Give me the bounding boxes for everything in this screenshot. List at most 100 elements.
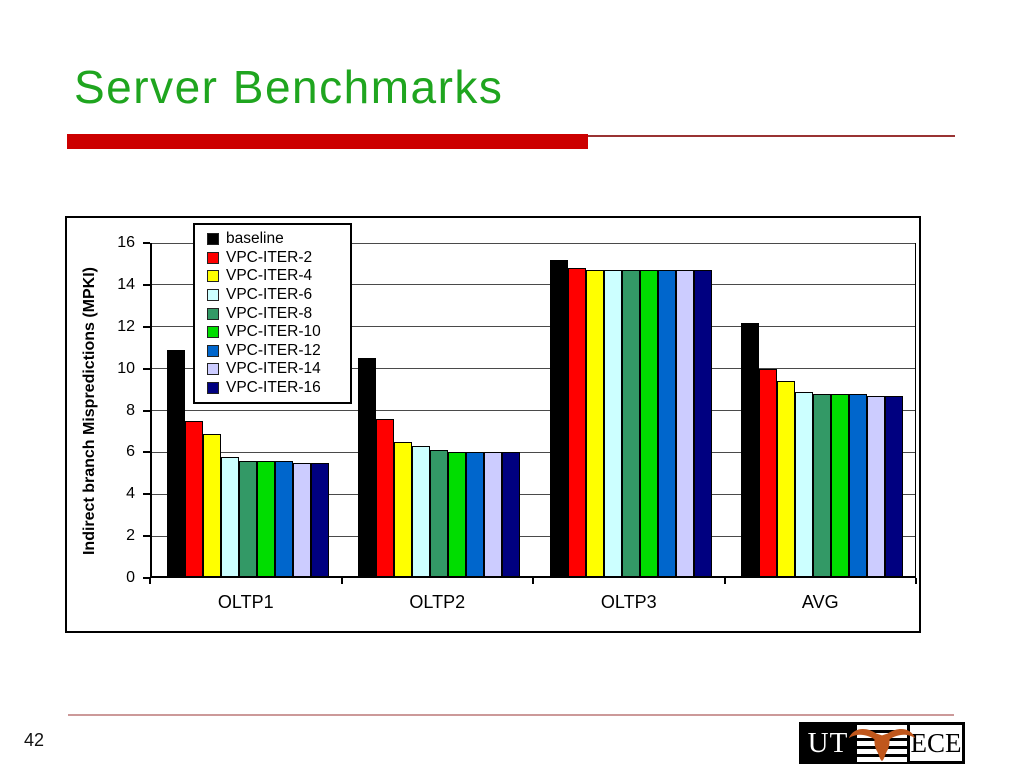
legend-label-baseline: baseline [226,230,284,248]
y-tick-2 [143,535,150,538]
gridline-10 [152,368,915,370]
logo-ut-text: UT [799,722,857,764]
bar-VPC-ITER-6-AVG [795,391,814,576]
y-tick-4 [143,493,150,496]
legend-item-VPC-ITER-4: VPC-ITER-4 [207,267,346,286]
gridline-2 [152,535,915,537]
bar-VPC-ITER-14-OLTP1 [292,462,311,576]
legend-label-VPC-ITER-8: VPC-ITER-8 [226,304,313,322]
y-tick-label-8: 8 [126,401,135,419]
y-tick-16 [143,242,150,244]
gridline-6 [152,451,915,453]
y-tick-label-4: 4 [126,485,135,503]
legend-label-VPC-ITER-10: VPC-ITER-10 [226,323,321,341]
bar-VPC-ITER-12-AVG [849,393,868,576]
bar-VPC-ITER-16-AVG [885,395,904,576]
ut-ece-logo: UT ECE [799,722,965,764]
bar-VPC-ITER-6-OLTP1 [220,456,239,576]
legend-swatch-baseline [207,233,219,246]
title-underline-bar [67,134,588,149]
bar-VPC-ITER-2-AVG [759,368,778,576]
bar-VPC-ITER-12-OLTP2 [466,452,485,576]
bar-VPC-ITER-10-OLTP2 [448,452,467,576]
title-underline-line [588,135,955,137]
bar-VPC-ITER-8-OLTP2 [430,450,449,576]
logo-stripes [848,722,916,764]
legend-item-VPC-ITER-6: VPC-ITER-6 [207,286,346,305]
slide-title: Server Benchmarks [74,61,504,113]
legend-swatch-VPC-ITER-8 [207,307,219,320]
bar-baseline-OLTP2 [358,358,377,576]
gridline-8 [152,410,915,411]
y-tick-label-0: 0 [126,569,135,586]
bar-VPC-ITER-16-OLTP2 [502,452,521,576]
gridline-16 [152,242,915,244]
bar-VPC-ITER-6-OLTP2 [412,446,431,576]
legend-item-VPC-ITER-16: VPC-ITER-16 [207,379,346,398]
bar-VPC-ITER-8-OLTP3 [621,270,640,576]
bar-VPC-ITER-14-OLTP3 [675,270,694,576]
x-axis-tick [723,578,726,584]
bar-VPC-ITER-4-AVG [777,381,796,576]
y-tick-10 [143,367,150,370]
bar-VPC-ITER-4-OLTP3 [585,270,604,576]
legend-item-VPC-ITER-8: VPC-ITER-8 [207,304,346,323]
y-tick-12 [143,325,150,328]
legend-label-VPC-ITER-16: VPC-ITER-16 [226,379,321,397]
legend-label-VPC-ITER-2: VPC-ITER-2 [226,248,313,266]
x-axis-tick [532,578,534,584]
y-tick-8 [143,409,150,412]
bar-VPC-ITER-8-OLTP1 [238,460,257,576]
bar-VPC-ITER-2-OLTP3 [567,268,586,576]
bar-baseline-OLTP3 [549,259,568,576]
legend-item-VPC-ITER-12: VPC-ITER-12 [207,342,346,361]
y-tick-label-12: 12 [117,317,135,335]
y-tick-0 [143,577,150,579]
gridline-12 [152,326,915,328]
x-axis-tick [915,578,917,584]
page-number: 42 [24,730,45,750]
legend-swatch-VPC-ITER-4 [207,270,219,283]
footer-divider-line [68,714,954,716]
bar-VPC-ITER-16-OLTP1 [310,462,329,576]
y-tick-label-10: 10 [117,359,135,377]
bar-VPC-ITER-10-AVG [831,393,850,576]
y-tick-label-14: 14 [117,275,135,293]
legend-item-baseline: baseline [207,230,346,249]
legend-swatch-VPC-ITER-2 [207,251,219,264]
gridline-4 [152,493,915,495]
bar-baseline-OLTP1 [166,349,185,576]
legend-label-VPC-ITER-6: VPC-ITER-6 [226,286,313,304]
legend-swatch-VPC-ITER-10 [207,326,219,339]
legend-label-VPC-ITER-12: VPC-ITER-12 [226,341,321,359]
bar-VPC-ITER-6-OLTP3 [603,270,622,576]
bar-VPC-ITER-14-OLTP2 [484,452,503,576]
bar-VPC-ITER-10-OLTP3 [639,270,658,576]
legend-swatch-VPC-ITER-14 [207,363,219,376]
x-axis-label-OLTP3: OLTP3 [600,592,657,612]
x-axis-tick [149,578,151,584]
longhorn-icon [848,728,916,762]
legend-item-VPC-ITER-14: VPC-ITER-14 [207,360,346,379]
logo-ece-text: ECE [907,722,965,764]
bar-baseline-AVG [741,322,760,576]
bar-VPC-ITER-4-OLTP1 [202,433,221,576]
y-tick-label-16: 16 [117,234,135,251]
legend-item-VPC-ITER-10: VPC-ITER-10 [207,323,346,342]
chart-legend: baseline VPC-ITER-2 VPC-ITER-4 VPC-ITER-6 VP… [193,223,352,405]
y-tick-label-2: 2 [126,527,135,545]
legend-item-VPC-ITER-2: VPC-ITER-2 [207,249,346,268]
x-axis-label-OLTP1: OLTP1 [217,592,274,612]
bar-VPC-ITER-2-OLTP1 [184,421,203,576]
bar-VPC-ITER-14-AVG [867,395,886,576]
bar-VPC-ITER-16-OLTP3 [693,270,712,576]
x-axis-tick [340,578,343,584]
x-axis-label-AVG: AVG [801,592,839,612]
legend-swatch-VPC-ITER-12 [207,344,219,357]
legend-swatch-VPC-ITER-6 [207,289,219,302]
bar-VPC-ITER-2-OLTP2 [376,418,395,576]
bar-VPC-ITER-12-OLTP1 [274,460,293,576]
bar-VPC-ITER-10-OLTP1 [256,460,275,576]
